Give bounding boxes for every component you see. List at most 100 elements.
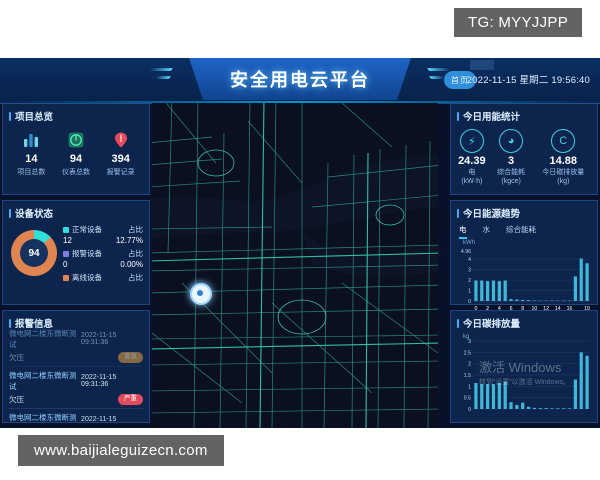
energy-trend-tabs: 电 水 综合能耗	[459, 224, 591, 239]
legend-alarm-values: 0 0.00%	[63, 260, 143, 269]
stat-electricity-label: 电 (kW·h)	[461, 169, 483, 185]
title-accent-bar	[457, 318, 459, 328]
alarm-item-top: 微电网二楼东微断测试 2022-11-15 09:31:35	[9, 412, 143, 423]
svg-text:4: 4	[468, 257, 471, 263]
svg-text:1.5: 1.5	[464, 373, 471, 379]
svg-text:0.5: 0.5	[464, 396, 471, 402]
legend-offline-name: 离线设备	[72, 273, 102, 282]
stat-carbon-emission-label: 今日碳排放量 (kg)	[542, 169, 585, 185]
stat-electricity-value: 24.39	[458, 155, 486, 167]
stat-total-consumption: ◕ 3 综合能耗 (kgce)	[487, 129, 536, 187]
svg-text:0: 0	[468, 407, 471, 413]
svg-text:8: 8	[521, 306, 524, 312]
svg-text:6: 6	[510, 306, 513, 312]
legend-alarm-percent: 0.00%	[120, 260, 143, 269]
gauge-icon: ◕	[499, 129, 524, 153]
alarm-item-type: 欠压	[9, 395, 24, 404]
map-location-marker[interactable]	[185, 278, 213, 306]
stat-carbon-emission: C 14.88 今日碳排放量 (kg)	[536, 129, 591, 187]
legend-row-normal: 正常设备 占比	[63, 224, 143, 235]
page-title: 安全用电云平台	[230, 70, 370, 90]
device-status-title-text: 设备状态	[15, 209, 54, 220]
stat-total-consumption-value: 3	[508, 155, 515, 167]
title-accent-bar	[457, 208, 459, 218]
legend-normal-values: 12 12.77%	[63, 236, 143, 245]
legend-alarm-name: 报警设备	[72, 249, 102, 258]
device-status-title: 设备状态	[9, 206, 143, 220]
telegram-watermark-text: TG: MYYJJPP	[468, 14, 568, 31]
carbon-today-svg: 0.5 1 1.5 2 2.5 3 0	[464, 339, 590, 413]
title-accent-bar	[457, 111, 459, 121]
svg-text:14: 14	[555, 306, 561, 312]
bar-chart-icon	[20, 129, 42, 151]
energy-today-title-text: 今日用能统计	[463, 112, 521, 123]
map-panel[interactable]	[152, 103, 438, 428]
project-overview-title: 项目总览	[9, 109, 143, 123]
title-accent-bar	[9, 208, 11, 218]
device-status-card: 设备状态 94 正常设备 占比 12	[2, 200, 150, 305]
alarm-item-level-badge: 严重	[118, 394, 143, 405]
alarm-item-time: 2022-11-15 09:31:36	[81, 332, 117, 346]
stat-alarm-records-label: 报警记录	[106, 169, 135, 176]
tab-total-consumption[interactable]: 综合能耗	[506, 225, 536, 234]
energy-trend-title-text: 今日能源趋势	[463, 209, 521, 220]
svg-text:2: 2	[486, 306, 489, 312]
energy-trend-card: 今日能源趋势 电 水 综合能耗 kWh 0 1 2 3 4 4.96 0 2 4 6 8 10 12 14…	[450, 200, 598, 312]
datetime-display: 2022-11-15 星期二 19:56:40	[466, 75, 590, 86]
nav-placeholder	[470, 60, 494, 70]
alarm-list-item[interactable]: 微电网二楼东微断测试 2022-11-15 09:31:35 欠压 紧急	[9, 409, 143, 423]
marker-pin-icon	[190, 283, 212, 305]
svg-text:16: 16	[567, 306, 573, 312]
meter-icon	[65, 129, 87, 151]
title-accent-bar	[9, 111, 11, 121]
url-watermark-text: www.baijialeguizecn.com	[34, 442, 208, 459]
alarm-item-top: 微电网二楼东微断测试 2022-11-15 09:31:36	[9, 328, 143, 350]
svg-text:2: 2	[468, 278, 471, 284]
device-status-body: 94 正常设备 占比 12 12.77%	[9, 224, 143, 283]
project-overview-title-text: 项目总览	[15, 112, 54, 123]
home-button[interactable]: 首页	[444, 71, 476, 89]
home-button-label: 首页	[451, 75, 469, 85]
stat-carbon-emission-value: 14.88	[549, 155, 578, 167]
legend-row-alarm: 报警设备 占比	[63, 248, 143, 259]
stat-project-count-label: 项目总数	[17, 169, 46, 176]
alarm-item-bottom: 欠压 紧急	[9, 352, 143, 363]
alarm-list-item[interactable]: 微电网二楼东微断测试 2022-11-15 09:31:36 欠压 紧急	[9, 325, 143, 367]
stat-total-consumption-label: 综合能耗 (kgce)	[497, 169, 526, 185]
legend-normal-name: 正常设备	[72, 225, 102, 234]
device-status-donut-chart: 94	[11, 230, 57, 276]
svg-text:0: 0	[474, 306, 477, 312]
svg-text:3: 3	[468, 268, 471, 274]
app-header: 安全用电云平台 首页 2022-11-15 星期二 19:56:40	[0, 58, 600, 104]
stat-meter-count-value: 94	[69, 153, 83, 165]
stat-meter-count-label: 仪表总数	[61, 169, 90, 176]
tab-electricity[interactable]: 电	[459, 224, 467, 239]
svg-text:3: 3	[468, 339, 471, 345]
legend-offline-swatch	[63, 274, 69, 281]
svg-text:10: 10	[532, 306, 538, 312]
donut-center-label: 94	[20, 239, 48, 267]
legend-normal-name-wrap: 正常设备	[63, 224, 102, 235]
map-roads	[152, 103, 438, 428]
alarm-list-item[interactable]: 微电网二楼东微断测试 2022-11-15 09:31:36 欠压 严重	[9, 367, 143, 409]
bolt-icon: ⚡	[459, 129, 484, 153]
carbon-today-title-text: 今日碳排放量	[463, 319, 521, 330]
alarm-item-name: 微电网二楼东微断测试	[9, 371, 77, 391]
legend-alarm-swatch	[63, 250, 69, 257]
legend-alarm-percent-header: 占比	[128, 249, 143, 258]
banner-left-decoration	[148, 66, 176, 88]
right-sidebar: 今日用能统计 ⚡ 24.39 电 (kW·h) ◕ 3 综合能耗 (kgce) …	[450, 103, 598, 428]
svg-text:1: 1	[468, 289, 471, 295]
svg-text:12: 12	[543, 306, 549, 312]
legend-offline-percent-header: 占比	[128, 273, 143, 282]
alarm-item-time: 2022-11-15 09:31:35	[81, 416, 117, 423]
legend-offline-name-wrap: 离线设备	[63, 272, 102, 283]
alarm-item-top: 微电网二楼东微断测试 2022-11-15 09:31:36	[9, 370, 143, 392]
tab-water[interactable]: 水	[482, 225, 491, 234]
carbon-today-unit: kg	[463, 334, 470, 340]
legend-row-offline: 离线设备 占比	[63, 272, 143, 283]
svg-text:4: 4	[498, 306, 501, 312]
energy-trend-title: 今日能源趋势	[457, 206, 591, 220]
alarm-info-card: 报警信息 微电网二楼东微断测试 2022-11-15 09:31:36 欠压 紧…	[2, 310, 150, 423]
